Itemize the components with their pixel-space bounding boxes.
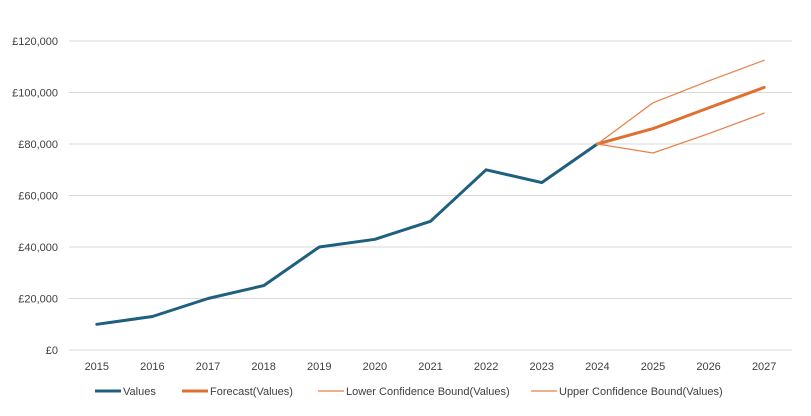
series-lines [95,59,766,326]
legend-label: Upper Confidence Bound(Values) [559,386,723,398]
gridlines [69,40,792,351]
y-tick-label: £80,000 [18,139,58,151]
x-axis-ticks: 2015 2016 2017 2018 2019 2020 2021 2022 2023 2024… [85,361,777,373]
series-line-1 [595,85,766,146]
legend-label: Forecast(Values) [210,386,293,398]
y-tick-label: £0 [46,345,58,357]
x-tick-label: 2017 [196,361,220,373]
x-tick-label: 2018 [251,361,275,373]
y-tick-label: £40,000 [18,242,58,254]
x-tick-label: 2026 [696,361,720,373]
x-tick-label: 2024 [585,361,609,373]
legend: Values Forecast(Values) Lower Confidence B… [95,386,723,398]
x-tick-label: 2020 [363,361,387,373]
series-line-0 [95,142,599,326]
legend-label: Values [123,386,156,398]
x-tick-label: 2025 [641,361,665,373]
x-tick-label: 2015 [85,361,109,373]
y-tick-label: £100,000 [12,88,58,100]
x-tick-label: 2016 [140,361,164,373]
y-tick-label: £60,000 [18,191,58,203]
x-tick-label: 2023 [529,361,553,373]
x-tick-label: 2019 [307,361,331,373]
x-tick-label: 2021 [418,361,442,373]
y-tick-label: £120,000 [12,36,58,48]
series-line-2 [596,112,765,154]
series-line-3 [596,59,765,145]
y-axis-ticks: £0 £20,000 £40,000 £60,000 £80,000 £100,000 £1… [12,36,58,357]
x-tick-label: 2027 [752,361,776,373]
legend-label: Lower Confidence Bound(Values) [346,386,510,398]
x-tick-label: 2022 [474,361,498,373]
y-tick-label: £20,000 [18,294,58,306]
